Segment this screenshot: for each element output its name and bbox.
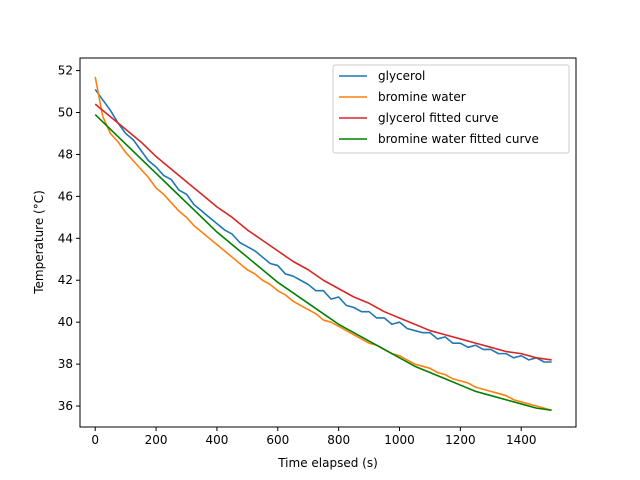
x-tick-label: 1000 [384,433,415,447]
x-axis-label: Time elapsed (s) [277,456,378,470]
y-axis-label: Temperature (°C) [32,190,46,295]
legend-label: bromine water fitted curve [378,132,539,146]
y-tick-label: 36 [58,399,73,413]
y-tick-label: 42 [58,273,73,287]
y-tick-label: 40 [58,315,73,329]
y-tick-label: 38 [58,357,73,371]
x-tick-label: 1400 [506,433,537,447]
y-tick-label: 50 [58,106,73,120]
y-axis-ticks: 36 38 40 42 44 46 48 50 52 [58,64,80,413]
x-tick-label: 0 [91,433,99,447]
x-tick-label: 200 [145,433,168,447]
y-tick-label: 52 [58,64,73,78]
y-tick-label: 44 [58,231,73,245]
series-line-glycerol-fitted-curve [94,103,552,361]
x-axis-ticks: 0 200 400 600 800 1000 1200 1400 [91,427,537,447]
legend-box [332,64,570,154]
y-tick-label: 48 [58,147,73,161]
legend-label: glycerol [378,69,425,83]
y-tick-label: 46 [58,189,73,203]
series-line-bromine-water [94,76,552,412]
plot-lines [94,76,552,412]
legend-label: glycerol fitted curve [378,111,499,125]
legend-label: bromine water [378,90,466,104]
plot-frame [79,57,577,428]
legend: glycerol bromine water glycerol fitted cur… [332,64,570,154]
x-tick-label: 800 [327,433,350,447]
series-line-glycerol [94,88,552,363]
series-line-bromine-water-fitted-curve [94,114,552,412]
x-tick-label: 1200 [445,433,476,447]
x-tick-label: 600 [266,433,289,447]
x-tick-label: 400 [205,433,228,447]
